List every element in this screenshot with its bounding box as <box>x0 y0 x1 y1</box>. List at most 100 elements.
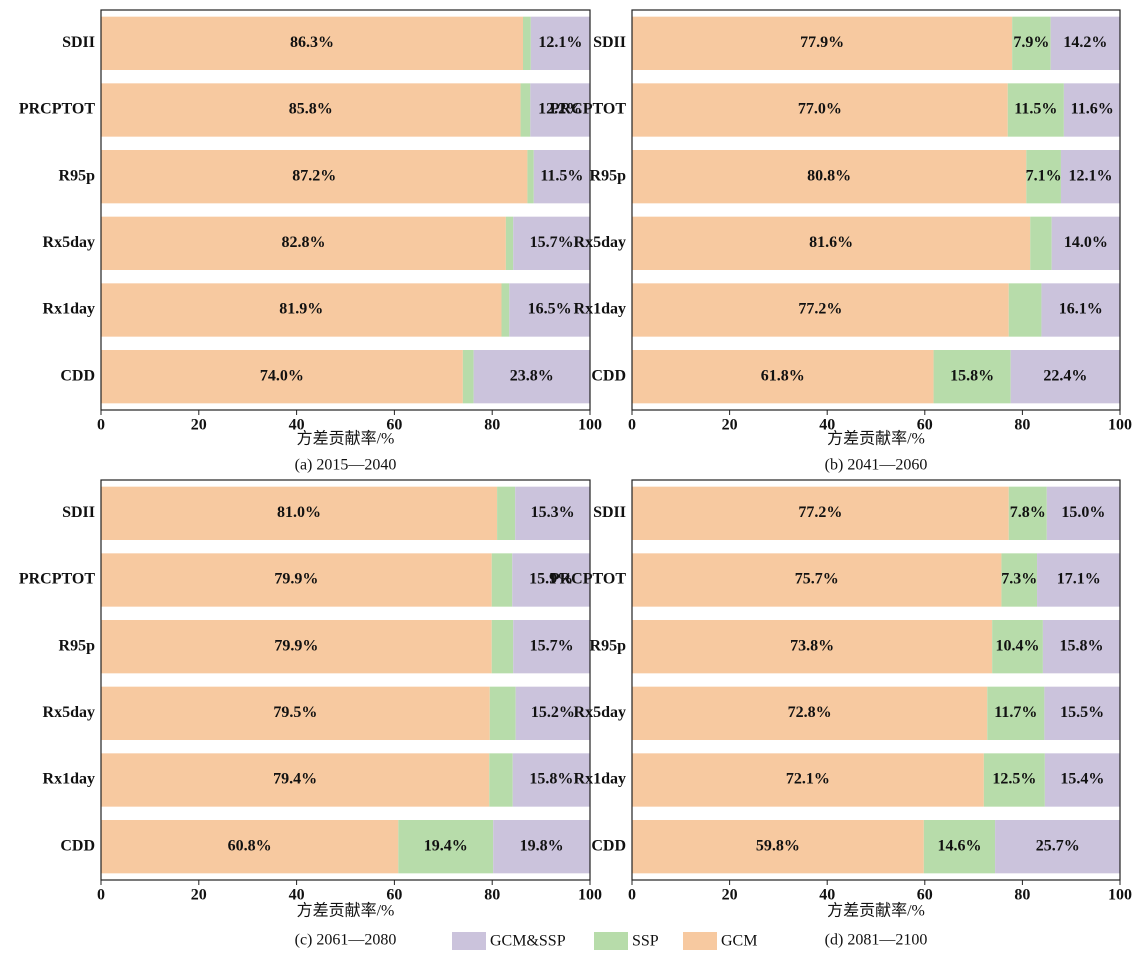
bar-segment <box>530 16 590 71</box>
data-label: 16.5% <box>528 301 572 318</box>
x-tick-label: 0 <box>628 417 636 434</box>
data-label: 73.8% <box>790 637 834 654</box>
x-axis-label: 方差贡献率/% <box>827 430 925 448</box>
data-label: 60.8% <box>228 837 272 854</box>
data-label: 7.8% <box>1010 504 1046 521</box>
data-label: 75.7% <box>795 571 839 588</box>
data-label: 17.1% <box>1057 571 1101 588</box>
bar-segment <box>101 620 492 674</box>
bar-segment <box>632 150 1027 204</box>
data-label: 16.1% <box>1059 301 1103 318</box>
y-tick-label: Rx5day <box>43 234 95 251</box>
bar-segment <box>101 16 524 71</box>
plot-frame <box>631 479 1121 881</box>
y-tick-label: SDII <box>593 504 626 521</box>
bar-segment <box>632 350 934 404</box>
x-tick-label: 100 <box>1108 887 1132 904</box>
data-label: 22.4% <box>1043 367 1087 384</box>
panel-title: (b) 2041—2060 <box>825 457 928 474</box>
data-label: 86.3% <box>290 34 334 51</box>
x-tick-label: 60 <box>917 887 933 904</box>
y-tick-label: PRCPTOT <box>550 571 626 588</box>
bar-segment <box>491 620 514 674</box>
bar-segment <box>1008 486 1047 540</box>
data-label: 19.8% <box>520 837 564 854</box>
data-label: 81.6% <box>809 234 853 251</box>
bar-segment <box>632 686 988 740</box>
data-label: 14.2% <box>1063 34 1107 51</box>
data-label: 11.6% <box>1071 101 1114 118</box>
bar-segment <box>1050 16 1120 71</box>
x-tick-label: 0 <box>97 417 105 434</box>
data-label: 77.9% <box>800 34 844 51</box>
y-tick-label: Rx1day <box>43 301 95 318</box>
data-label: 82.8% <box>281 234 325 251</box>
y-tick-label: CDD <box>591 837 626 854</box>
legend-label: GCM <box>721 933 757 950</box>
x-axis-label: 方差贡献率/% <box>297 902 395 920</box>
bar-segment <box>101 350 463 404</box>
data-label: 15.2% <box>531 704 575 721</box>
data-label: 12.1% <box>538 34 582 51</box>
data-label: 61.8% <box>761 367 805 384</box>
data-label: 12.5% <box>992 771 1036 788</box>
data-label: 72.8% <box>788 704 832 721</box>
plot-frame <box>100 9 591 411</box>
data-label: 15.3% <box>531 504 575 521</box>
x-tick-label: 40 <box>289 887 305 904</box>
bar-segment <box>1012 16 1051 71</box>
bar-segment <box>632 820 924 874</box>
data-label: 85.8% <box>289 101 333 118</box>
bar-segment <box>101 820 399 874</box>
bar-segment <box>533 150 590 204</box>
data-label: 74.0% <box>260 367 304 384</box>
x-tick-label: 20 <box>191 417 207 434</box>
data-label: 72.1% <box>786 771 830 788</box>
x-tick-label: 20 <box>722 417 738 434</box>
bar-segment <box>493 820 590 874</box>
x-tick-label: 60 <box>386 417 402 434</box>
data-label: 15.9% <box>529 571 573 588</box>
bar-segment <box>509 283 590 337</box>
bar-segment <box>933 350 1011 404</box>
bar-segment <box>983 753 1045 807</box>
bar-segment <box>501 283 510 337</box>
y-tick-label: R95p <box>590 167 627 184</box>
legend-swatch <box>594 932 628 950</box>
data-label: 15.8% <box>1059 637 1103 654</box>
bar-segment <box>632 16 1013 71</box>
y-tick-label: Rx5day <box>574 234 626 251</box>
panel-title: (c) 2061—2080 <box>295 932 397 949</box>
data-label: 15.8% <box>529 771 573 788</box>
y-tick-label: Rx1day <box>574 301 626 318</box>
bar-segment <box>1060 150 1120 204</box>
y-tick-label: PRCPTOT <box>19 101 95 118</box>
data-label: 11.7% <box>994 704 1037 721</box>
bar-segment <box>101 553 492 607</box>
bar-segment <box>505 216 514 270</box>
bar-segment <box>1041 283 1120 337</box>
x-tick-label: 100 <box>578 417 602 434</box>
data-label: 15.0% <box>1061 504 1105 521</box>
bar-segment <box>101 283 502 337</box>
x-tick-label: 20 <box>722 887 738 904</box>
panel-title: (a) 2015—2040 <box>295 457 397 474</box>
bar-segment <box>1026 150 1061 204</box>
y-tick-label: Rx5day <box>574 704 626 721</box>
bar-segment <box>632 620 993 674</box>
bar-segment <box>923 820 996 874</box>
bar-segment <box>527 150 534 204</box>
data-label: 15.7% <box>530 637 574 654</box>
bar-segment <box>101 753 490 807</box>
bar-segment <box>1008 283 1042 337</box>
x-tick-label: 60 <box>386 887 402 904</box>
bar-segment <box>632 216 1031 270</box>
x-tick-label: 40 <box>819 417 835 434</box>
bar-segment <box>462 350 474 404</box>
data-label: 15.4% <box>1060 771 1104 788</box>
bar-segment <box>992 620 1043 674</box>
y-tick-label: SDII <box>62 34 95 51</box>
data-label: 87.2% <box>292 167 336 184</box>
data-label: 11.5% <box>540 167 583 184</box>
